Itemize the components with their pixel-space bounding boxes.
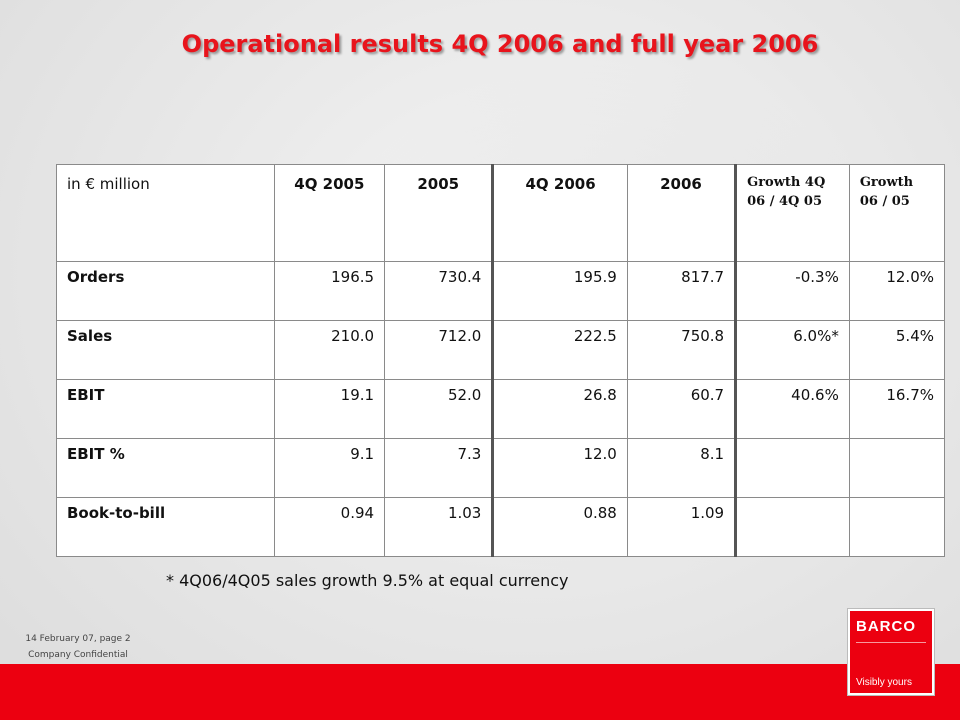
footnote: * 4Q06/4Q05 sales growth 9.5% at equal c… (166, 571, 569, 590)
barco-logo: BARCO Visibly yours (848, 609, 934, 695)
table-row: Sales 210.0 712.0 222.5 750.8 6.0%* 5.4% (56, 320, 946, 380)
cell-4q-2006: 195.9 (492, 261, 628, 321)
cell-4q-2005: 9.1 (273, 438, 386, 498)
header-2005: 2005 (384, 164, 495, 262)
cell-2005: 52.0 (384, 379, 495, 439)
cell-4q-2006: 222.5 (492, 320, 628, 380)
cell-growth-quarter (735, 497, 850, 557)
cell-2006: 8.1 (626, 438, 738, 498)
cell-4q-2005: 196.5 (273, 261, 386, 321)
results-table: in € million 4Q 2005 2005 4Q 2006 2006 G… (56, 164, 946, 557)
cell-2006: 817.7 (626, 261, 738, 321)
logo-divider (856, 642, 926, 643)
cell-4q-2005: 0.94 (273, 497, 386, 557)
cell-growth-quarter: 6.0%* (735, 320, 850, 380)
table-row: EBIT % 9.1 7.3 12.0 8.1 (56, 438, 946, 498)
cell-2005: 712.0 (384, 320, 495, 380)
table-row: Book-to-bill 0.94 1.03 0.88 1.09 (56, 497, 946, 557)
cell-growth-quarter (735, 438, 850, 498)
cell-growth-year: 5.4% (848, 320, 946, 380)
cell-4q-2006: 26.8 (492, 379, 628, 439)
table-row: EBIT 19.1 52.0 26.8 60.7 40.6% 16.7% (56, 379, 946, 439)
row-label: EBIT % (56, 438, 275, 498)
header-4q-2005: 4Q 2005 (273, 164, 386, 262)
cell-2005: 730.4 (384, 261, 495, 321)
cell-4q-2006: 12.0 (492, 438, 628, 498)
cell-2005: 7.3 (384, 438, 495, 498)
slide-title: Operational results 4Q 2006 and full yea… (181, 30, 819, 58)
cell-4q-2005: 19.1 (273, 379, 386, 439)
cell-growth-quarter: 40.6% (735, 379, 850, 439)
row-label: Book-to-bill (56, 497, 275, 557)
cell-growth-quarter: -0.3% (735, 261, 850, 321)
header-growth-quarter: Growth 4Q 06 / 4Q 05 (735, 164, 850, 262)
date-page-label: 14 February 07, page 2 (25, 634, 131, 644)
table-row: Orders 196.5 730.4 195.9 817.7 -0.3% 12.… (56, 261, 946, 321)
logo-wordmark: BARCO (856, 618, 916, 635)
cell-2006: 750.8 (626, 320, 738, 380)
cell-4q-2005: 210.0 (273, 320, 386, 380)
header-4q-2006: 4Q 2006 (492, 164, 628, 262)
cell-growth-year (848, 497, 946, 557)
cell-growth-year (848, 438, 946, 498)
header-unit: in € million (56, 164, 275, 262)
cell-2005: 1.03 (384, 497, 495, 557)
row-label: EBIT (56, 379, 275, 439)
logo-tagline: Visibly yours (856, 677, 912, 688)
cell-2006: 60.7 (626, 379, 738, 439)
row-label: Orders (56, 261, 275, 321)
cell-growth-year: 16.7% (848, 379, 946, 439)
cell-4q-2006: 0.88 (492, 497, 628, 557)
cell-growth-year: 12.0% (848, 261, 946, 321)
header-2006: 2006 (626, 164, 738, 262)
table-header-row: in € million 4Q 2005 2005 4Q 2006 2006 G… (56, 164, 946, 262)
header-growth-year: Growth 06 / 05 (848, 164, 946, 262)
confidential-label: Company Confidential (28, 650, 128, 660)
bottom-red-bar (0, 664, 960, 720)
cell-2006: 1.09 (626, 497, 738, 557)
row-label: Sales (56, 320, 275, 380)
